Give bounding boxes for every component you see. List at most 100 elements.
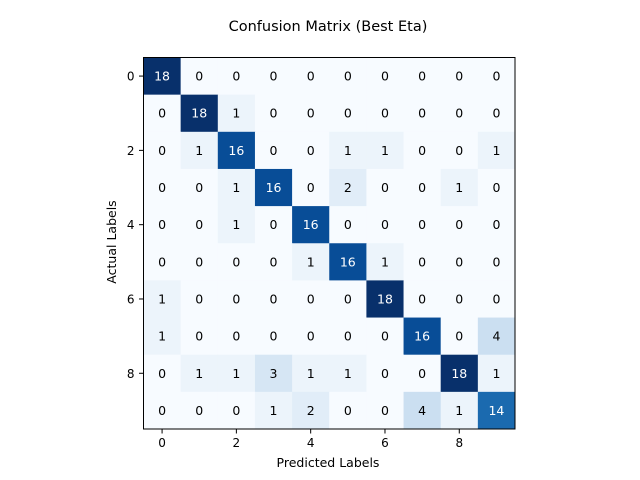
cell-value-label: 0 [270,143,278,158]
cell-value-label: 0 [492,217,500,232]
heatmap-cell [403,206,442,244]
heatmap-cell [366,57,404,96]
heatmap-cell [180,354,219,393]
heatmap-cell [143,280,182,318]
cell-value-label: 16 [303,217,319,232]
y-axis-ticks: 0 2 4 6 8 [127,70,144,381]
cell-value-label: 1 [270,403,278,418]
cell-value-label: 0 [381,69,389,84]
heatmap-cell [292,354,330,393]
cell-value-label: 1 [344,366,352,381]
cell-value-label: 0 [418,366,426,381]
heatmap-cell [440,354,479,393]
cell-value-label: 1 [381,143,389,158]
cell-value-label: 0 [381,403,389,418]
heatmap-cell [477,280,516,318]
cell-value-label: 0 [418,69,426,84]
cell-value-label: 0 [344,217,352,232]
heatmap-cell [366,131,404,170]
heatmap-cell [329,354,367,393]
cell-value-label: 0 [158,254,166,269]
cell-value-label: 0 [344,329,352,344]
heatmap-cell [292,280,330,318]
heatmap-cell [254,280,293,318]
cell-value-label: 0 [232,69,240,84]
heatmap-cell [254,317,293,356]
heatmap-cell [366,168,404,207]
heatmap-cell [477,391,516,430]
heatmap-cell [440,280,479,318]
heatmap-cell [180,206,219,244]
cell-value-label: 0 [195,180,203,195]
heatmap-cell [366,243,404,281]
heatmap-cell [477,243,516,281]
heatmap-cell [477,168,516,207]
cell-value-label: 0 [381,106,389,121]
cell-value-label: 0 [344,106,352,121]
heatmap-cell [217,168,256,207]
cell-value-label: 0 [307,69,315,84]
heatmap-cell [440,57,479,96]
cell-value-label: 0 [158,403,166,418]
cell-value-label: 0 [195,69,203,84]
heatmap-cell [403,391,442,430]
cell-value-label: 0 [195,217,203,232]
heatmap-cell [440,168,479,207]
cell-value-label: 14 [488,403,504,418]
heatmap-cell [180,168,219,207]
cell-value-label: 1 [344,143,352,158]
heatmap-cell [477,131,516,170]
heatmap-cell [403,317,442,356]
heatmap-cell [403,94,442,133]
heatmap-cell [403,243,442,281]
heatmap-cell [217,131,256,170]
heatmap-cell [143,243,182,281]
cell-value-label: 0 [307,329,315,344]
cell-value-label: 1 [381,254,389,269]
cell-value-label: 16 [414,329,430,344]
heatmap-cell [292,317,330,356]
cell-value-label: 0 [158,366,166,381]
heatmap-cell [329,168,367,207]
heatmap-cell [440,243,479,281]
heatmap-cell [217,57,256,96]
x-axis-ticks: 0 2 4 6 8 [158,429,463,450]
x-tick-label: 4 [307,436,315,450]
heatmap-cell [292,243,330,281]
heatmap-cell [403,131,442,170]
heatmap-cell [329,94,367,133]
heatmap-cell [440,391,479,430]
heatmap-cell [143,354,182,393]
cell-value-label: 0 [455,329,463,344]
x-tick-label: 2 [233,436,241,450]
cell-value-label: 0 [270,329,278,344]
cell-value-label: 0 [158,180,166,195]
heatmap-cell [217,243,256,281]
cell-value-label: 0 [270,69,278,84]
cell-value-label: 0 [344,403,352,418]
cell-value-label: 0 [344,291,352,306]
cell-value-label: 1 [492,143,500,158]
cell-value-label: 16 [266,180,282,195]
cell-value-label: 1 [232,366,240,381]
cell-value-label: 1 [307,254,315,269]
cell-value-label: 16 [340,254,356,269]
cell-value-label: 1 [232,106,240,121]
cell-value-label: 0 [270,217,278,232]
heatmap-cell [143,168,182,207]
heatmap-cell [329,391,367,430]
cell-value-label: 0 [195,291,203,306]
cell-value-label: 2 [344,180,352,195]
heatmap-cell [143,131,182,170]
cell-value-label: 0 [307,106,315,121]
cell-value-label: 0 [492,69,500,84]
heatmap-cell [180,317,219,356]
heatmap-cell [254,168,293,207]
cell-value-label: 1 [307,366,315,381]
cell-value-label: 0 [455,254,463,269]
heatmap-cell [366,317,404,356]
heatmap-cell [254,206,293,244]
cell-value-label: 0 [418,254,426,269]
heatmap-cell [217,280,256,318]
heatmap-cell [329,131,367,170]
